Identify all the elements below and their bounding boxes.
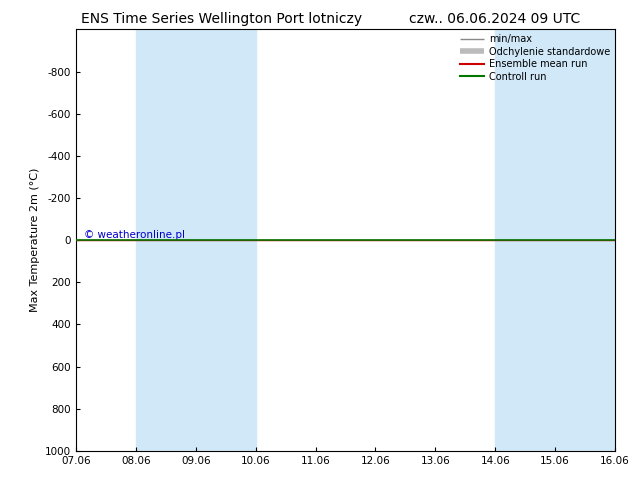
Bar — [495, 29, 615, 451]
Text: © weatheronline.pl: © weatheronline.pl — [84, 230, 185, 240]
Y-axis label: Max Temperature 2m (°C): Max Temperature 2m (°C) — [30, 168, 39, 312]
Text: ENS Time Series Wellington Port lotniczy: ENS Time Series Wellington Port lotniczy — [81, 12, 363, 26]
Legend: min/max, Odchylenie standardowe, Ensemble mean run, Controll run: min/max, Odchylenie standardowe, Ensembl… — [456, 31, 613, 84]
Text: czw.. 06.06.2024 09 UTC: czw.. 06.06.2024 09 UTC — [409, 12, 580, 26]
Bar — [136, 29, 256, 451]
